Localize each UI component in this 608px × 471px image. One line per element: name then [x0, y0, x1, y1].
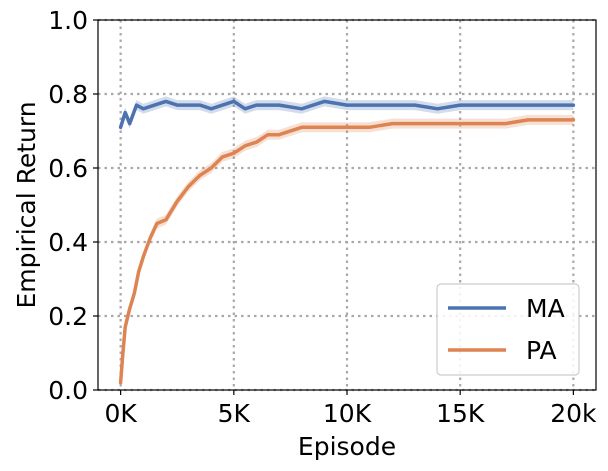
series-line-ma: [118, 99, 576, 130]
x-tick-label: 5K: [218, 399, 251, 428]
legend-label-pa: PA: [526, 336, 557, 365]
x-axis-label: Episode: [298, 432, 396, 461]
y-axis: 0.0 0.2 0.4 0.6 0.8 1.0: [48, 6, 98, 405]
y-axis-label: Empirical Return: [12, 101, 41, 308]
y-tick-label: 0.6: [48, 154, 88, 183]
x-axis: 0K 5K 10K 15K 20k: [104, 390, 597, 428]
y-tick-label: 0.4: [48, 228, 88, 257]
y-tick-label: 1.0: [48, 6, 88, 35]
x-tick-label: 0K: [104, 399, 137, 428]
legend-label-ma: MA: [526, 294, 565, 323]
series-line-pa: [118, 118, 576, 385]
x-tick-label: 20k: [550, 399, 597, 428]
y-tick-label: 0.8: [48, 80, 88, 109]
y-tick-label: 0.0: [48, 376, 88, 405]
x-tick-label: 15K: [436, 399, 485, 428]
x-tick-label: 10K: [323, 399, 372, 428]
series-layer: [118, 96, 576, 388]
legend: MA PA: [436, 283, 580, 376]
y-tick-label: 0.2: [48, 302, 88, 331]
